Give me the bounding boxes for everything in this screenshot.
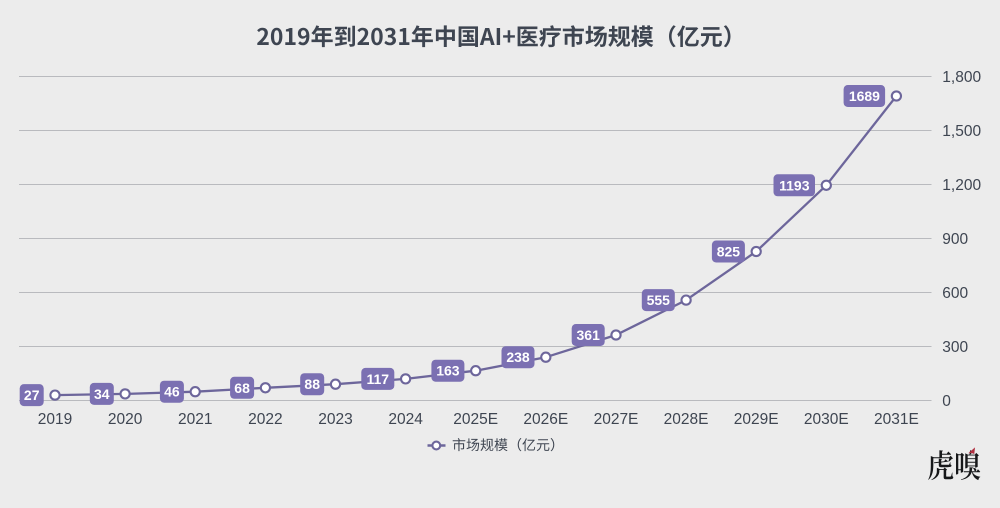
svg-text:2022: 2022 — [248, 411, 282, 428]
svg-text:1689: 1689 — [849, 88, 880, 104]
svg-text:2024: 2024 — [388, 411, 423, 428]
svg-text:2021: 2021 — [178, 411, 212, 428]
svg-text:1,500: 1,500 — [942, 123, 981, 140]
svg-text:2029E: 2029E — [734, 411, 779, 428]
svg-text:300: 300 — [942, 339, 968, 356]
svg-text:0: 0 — [942, 393, 951, 410]
svg-text:2020: 2020 — [108, 411, 143, 428]
svg-text:88: 88 — [304, 376, 320, 392]
svg-text:2031E: 2031E — [874, 411, 919, 428]
svg-text:1,200: 1,200 — [942, 177, 981, 194]
svg-text:46: 46 — [164, 384, 180, 400]
svg-text:68: 68 — [234, 380, 250, 396]
svg-text:1,800: 1,800 — [942, 69, 981, 86]
svg-text:2026E: 2026E — [523, 411, 568, 428]
svg-text:2019: 2019 — [38, 411, 72, 428]
svg-text:1193: 1193 — [779, 177, 810, 193]
svg-text:825: 825 — [717, 244, 741, 260]
svg-text:2025E: 2025E — [453, 411, 498, 428]
svg-text:27: 27 — [24, 387, 40, 403]
svg-text:555: 555 — [647, 292, 671, 308]
svg-text:600: 600 — [942, 285, 968, 302]
svg-text:163: 163 — [436, 363, 460, 379]
svg-text:2027E: 2027E — [594, 411, 639, 428]
svg-text:361: 361 — [577, 327, 601, 343]
svg-text:34: 34 — [94, 386, 110, 402]
svg-text:900: 900 — [942, 231, 968, 248]
svg-text:117: 117 — [367, 371, 390, 387]
svg-text:238: 238 — [506, 349, 530, 365]
svg-text:2028E: 2028E — [664, 411, 709, 428]
svg-text:2023: 2023 — [318, 411, 352, 428]
svg-text:2030E: 2030E — [804, 411, 849, 428]
